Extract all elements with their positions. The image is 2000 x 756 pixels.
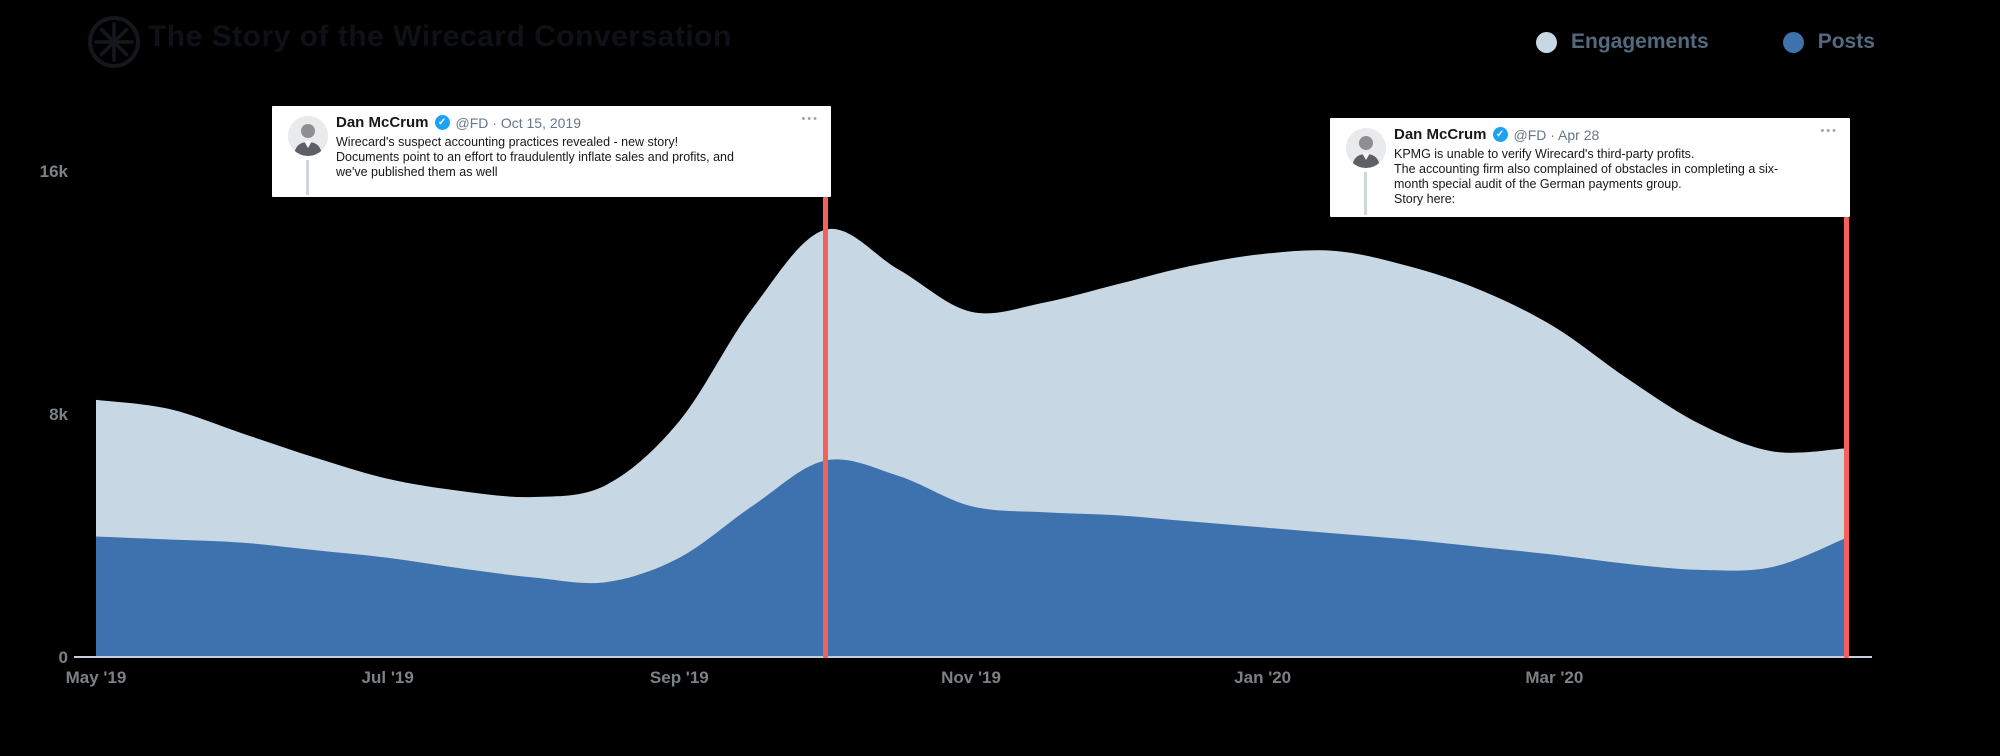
tweet-event-line-1	[822, 197, 828, 658]
x-tick-label: Jan '20	[1234, 668, 1292, 687]
tweet-event-line-2	[1843, 217, 1849, 658]
compass-star-icon	[88, 16, 140, 68]
x-tick-label: May '19	[65, 668, 127, 687]
y-tick-label: 8k	[49, 405, 68, 424]
thread-line	[306, 160, 309, 195]
legend-label: Posts	[1817, 30, 1875, 53]
legend-label: Engagements	[1571, 30, 1709, 53]
engagements-dot-icon	[1536, 31, 1557, 53]
y-tick-label: 16k	[39, 162, 68, 181]
x-tick-label: Mar '20	[1525, 668, 1584, 687]
x-tick-label: Nov '19	[941, 668, 1001, 687]
tweet-card-oct-2019[interactable]: Dan McCrum ✓ @FD · Oct 15, 2019 ••• Wire…	[272, 106, 831, 197]
y-tick-label: 0	[58, 648, 68, 667]
thread-line	[1364, 172, 1367, 215]
posts-dot-icon	[1782, 31, 1804, 53]
x-axis-line	[74, 656, 1872, 658]
tweet-author: Dan McCrum	[336, 114, 429, 131]
tweet-card-apr-2020[interactable]: Dan McCrum ✓ @FD · Apr 28 ••• KPMG is un…	[1330, 118, 1850, 217]
more-options-button[interactable]: •••	[801, 113, 819, 125]
legend-item-engagements[interactable]: Engagements	[1536, 30, 1709, 54]
verified-badge-icon: ✓	[434, 115, 450, 130]
area-posts	[96, 459, 1846, 658]
tweet-meta: @FD · Oct 15, 2019	[455, 114, 581, 131]
legend-item-posts[interactable]: Posts	[1782, 30, 1875, 54]
legend: Engagements Posts	[1536, 30, 1875, 54]
x-tick-label: Jul '19	[361, 668, 414, 687]
tweet-meta: @FD · Apr 28	[1513, 126, 1600, 143]
page-title: The Story of the Wirecard Conversation	[148, 20, 732, 53]
x-tick-label: Sep '19	[649, 668, 709, 687]
tweet-author: Dan McCrum	[1394, 126, 1487, 143]
verified-badge-icon: ✓	[1492, 127, 1508, 142]
tweet-text: Wirecard's suspect accounting practices …	[336, 135, 734, 179]
avatar	[288, 116, 328, 156]
more-options-button[interactable]: •••	[1820, 125, 1838, 137]
tweet-text: KPMG is unable to verify Wirecard's thir…	[1394, 147, 1779, 206]
avatar	[1346, 128, 1386, 168]
